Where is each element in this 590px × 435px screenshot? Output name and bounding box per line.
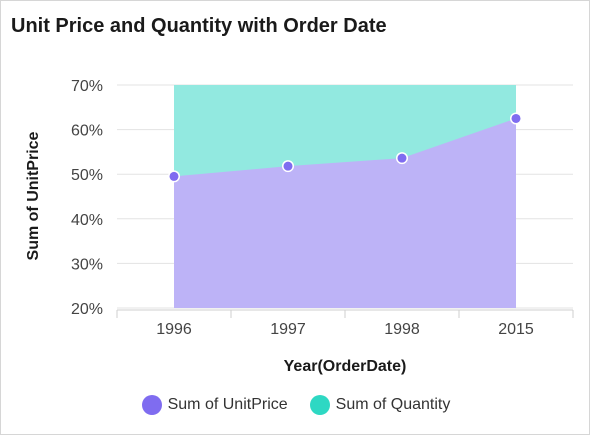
legend-label-quantity: Sum of Quantity bbox=[335, 396, 451, 413]
legend-item-quantity[interactable]: Sum of Quantity bbox=[309, 395, 451, 415]
y-tick-label: 40% bbox=[71, 212, 103, 229]
y-tick-label: 70% bbox=[71, 78, 103, 95]
y-tick-label: 50% bbox=[71, 167, 103, 184]
legend-item-unitprice[interactable]: Sum of UnitPrice bbox=[141, 395, 288, 415]
x-axis-label: Year(OrderDate) bbox=[284, 358, 407, 375]
y-axis-ticks: 20% 30% 40% 50% 60% 70% bbox=[71, 78, 103, 318]
legend-swatch-quantity bbox=[309, 395, 330, 415]
data-point-unitprice bbox=[169, 171, 179, 181]
chart-title: Unit Price and Quantity with Order Date bbox=[11, 15, 387, 37]
legend: Sum of UnitPrice Sum of Quantity bbox=[1, 395, 590, 415]
legend-label-unitprice: Sum of UnitPrice bbox=[167, 396, 288, 413]
series-points bbox=[168, 112, 522, 183]
x-tick-label: 2015 bbox=[498, 321, 534, 338]
y-tick-label: 20% bbox=[71, 301, 103, 318]
x-tick-label: 1997 bbox=[270, 321, 306, 338]
series-areas bbox=[174, 85, 516, 308]
y-axis-label: Sum of UnitPrice bbox=[25, 131, 42, 260]
chart-plot: 20% 30% 40% 50% 60% 70% 1996 1997 1998 2015 Sum … bbox=[25, 78, 574, 375]
x-tick-label: 1998 bbox=[384, 321, 420, 338]
legend-swatch-unitprice bbox=[141, 395, 162, 415]
data-point-unitprice bbox=[397, 153, 407, 163]
area-unitprice bbox=[174, 118, 516, 308]
data-point-unitprice bbox=[511, 113, 521, 123]
data-point-unitprice bbox=[283, 161, 293, 171]
y-tick-label: 30% bbox=[71, 256, 103, 273]
x-tick-label: 1996 bbox=[156, 321, 192, 338]
y-tick-label: 60% bbox=[71, 123, 103, 140]
x-axis: 1996 1997 1998 2015 bbox=[116, 309, 574, 338]
